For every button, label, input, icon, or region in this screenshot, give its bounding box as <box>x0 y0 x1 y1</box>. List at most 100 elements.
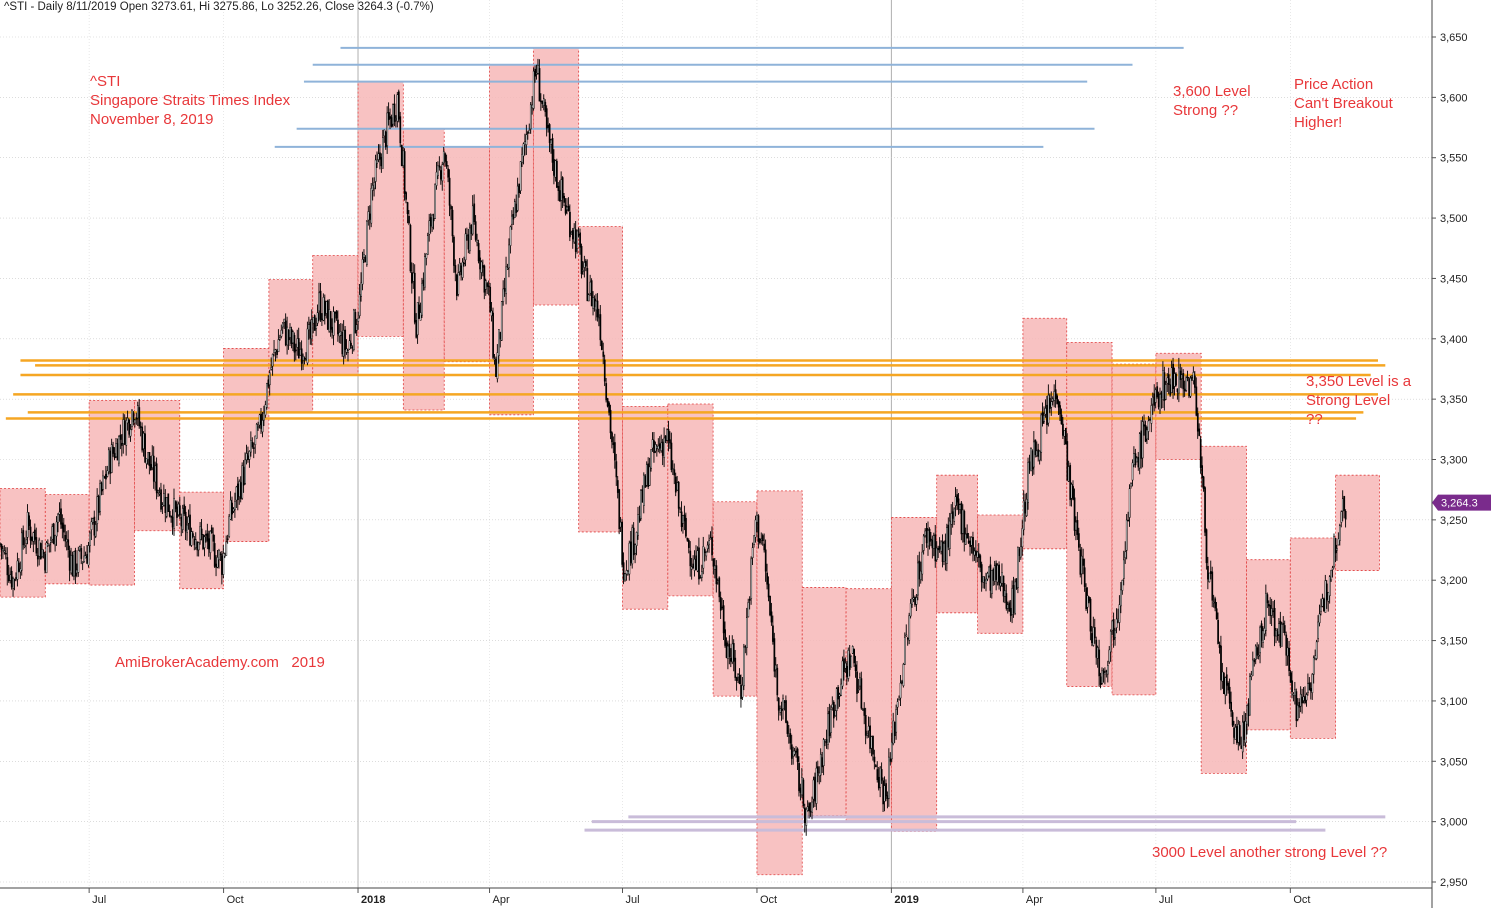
candle-body <box>882 780 884 805</box>
candle-body <box>55 521 58 537</box>
candle-body <box>287 329 290 341</box>
candle-body <box>964 533 967 545</box>
candle-body <box>112 446 115 454</box>
candle-body <box>380 156 383 167</box>
chart-header: ^STI - Daily 8/11/2019 Open 3273.61, Hi … <box>4 1 434 13</box>
candle-body <box>79 546 81 551</box>
candle-body <box>251 441 254 448</box>
candle-body <box>445 161 448 167</box>
candle-body <box>985 578 987 584</box>
candle-body <box>1185 377 1188 391</box>
candle-body <box>699 576 702 579</box>
candle-body <box>176 506 178 518</box>
candle-body <box>701 571 703 578</box>
candle-body <box>1204 487 1206 533</box>
candle-body <box>384 131 387 148</box>
candle-body <box>60 508 62 525</box>
candle-body <box>93 516 96 536</box>
candle-body <box>1047 394 1050 424</box>
candle-body <box>872 735 874 755</box>
candle-body <box>360 282 362 297</box>
candle-body <box>934 534 937 562</box>
candle-body <box>695 555 697 570</box>
candle-body <box>815 767 818 804</box>
candle-body <box>763 543 766 551</box>
candle-body <box>875 765 877 767</box>
candle-body <box>843 658 845 673</box>
candle-body <box>403 151 406 194</box>
candle-body <box>1221 671 1224 682</box>
candle-body <box>672 468 674 470</box>
candle-body <box>738 674 741 685</box>
candle-body <box>490 310 493 316</box>
candle-body <box>960 502 963 535</box>
candle-body <box>725 642 728 658</box>
candle-body <box>7 575 10 582</box>
candle-body <box>2 548 4 551</box>
candle-body <box>835 688 838 711</box>
candle-body <box>1270 608 1273 616</box>
candle-body <box>979 555 982 568</box>
candle-body <box>728 643 731 658</box>
candle-body <box>150 464 152 471</box>
candle-body <box>212 534 215 542</box>
candle-body <box>595 300 597 311</box>
candle-body <box>1143 424 1146 427</box>
candle-body <box>1237 723 1240 743</box>
candle-body <box>1297 705 1299 720</box>
candle-body <box>76 569 78 574</box>
candle-body <box>65 539 68 543</box>
candle-body <box>1324 580 1327 613</box>
candle-body <box>479 257 481 270</box>
level-3600-annotation: 3,600 Level Strong ?? <box>1173 82 1251 120</box>
candle-body <box>409 225 412 272</box>
candle-body <box>980 564 983 583</box>
candle-body <box>284 320 287 346</box>
candle-body <box>351 346 354 349</box>
candle-body <box>1089 598 1092 632</box>
candle-body <box>949 520 951 549</box>
candle-body <box>1326 583 1328 601</box>
candle-body <box>367 211 370 221</box>
candle-body <box>798 763 800 792</box>
candle-body <box>1051 398 1054 402</box>
candle-body <box>1323 598 1325 612</box>
candle-body <box>502 288 505 302</box>
candle-body <box>631 527 634 565</box>
candle-body <box>841 660 844 687</box>
month-box <box>1111 363 1157 696</box>
candle-body <box>777 697 780 711</box>
candle-body <box>647 463 650 487</box>
candle-body <box>89 532 91 546</box>
candle-body <box>495 358 497 377</box>
candle-body <box>342 329 345 357</box>
candle-body <box>1096 647 1099 659</box>
candle-body <box>809 810 812 813</box>
candle-body <box>456 274 458 296</box>
candle-body <box>1136 457 1138 463</box>
candle-body <box>1331 567 1334 570</box>
candle-body <box>424 256 426 288</box>
candle-body <box>174 501 177 509</box>
candle-body <box>1131 462 1134 481</box>
candle-body <box>953 508 956 522</box>
candle-body <box>145 457 148 465</box>
candle-body <box>286 326 289 346</box>
candle-body <box>1037 449 1040 457</box>
candle-body <box>1140 430 1143 459</box>
candle-body <box>1021 528 1024 548</box>
candle-body <box>86 553 88 564</box>
candle-body <box>1073 497 1076 531</box>
candle-body <box>242 466 245 486</box>
candle-body <box>854 664 857 672</box>
price-action-line-2: Can't Breakout <box>1294 95 1393 112</box>
candle-body <box>1056 395 1059 404</box>
candle-body <box>802 779 805 806</box>
candle-body <box>119 434 122 440</box>
candle-body <box>199 526 202 540</box>
x-tick-label: Apr <box>1026 894 1043 906</box>
candle-body <box>702 546 705 569</box>
candle-body <box>26 512 29 538</box>
candle-body <box>1120 589 1122 607</box>
candle-body <box>951 511 954 519</box>
